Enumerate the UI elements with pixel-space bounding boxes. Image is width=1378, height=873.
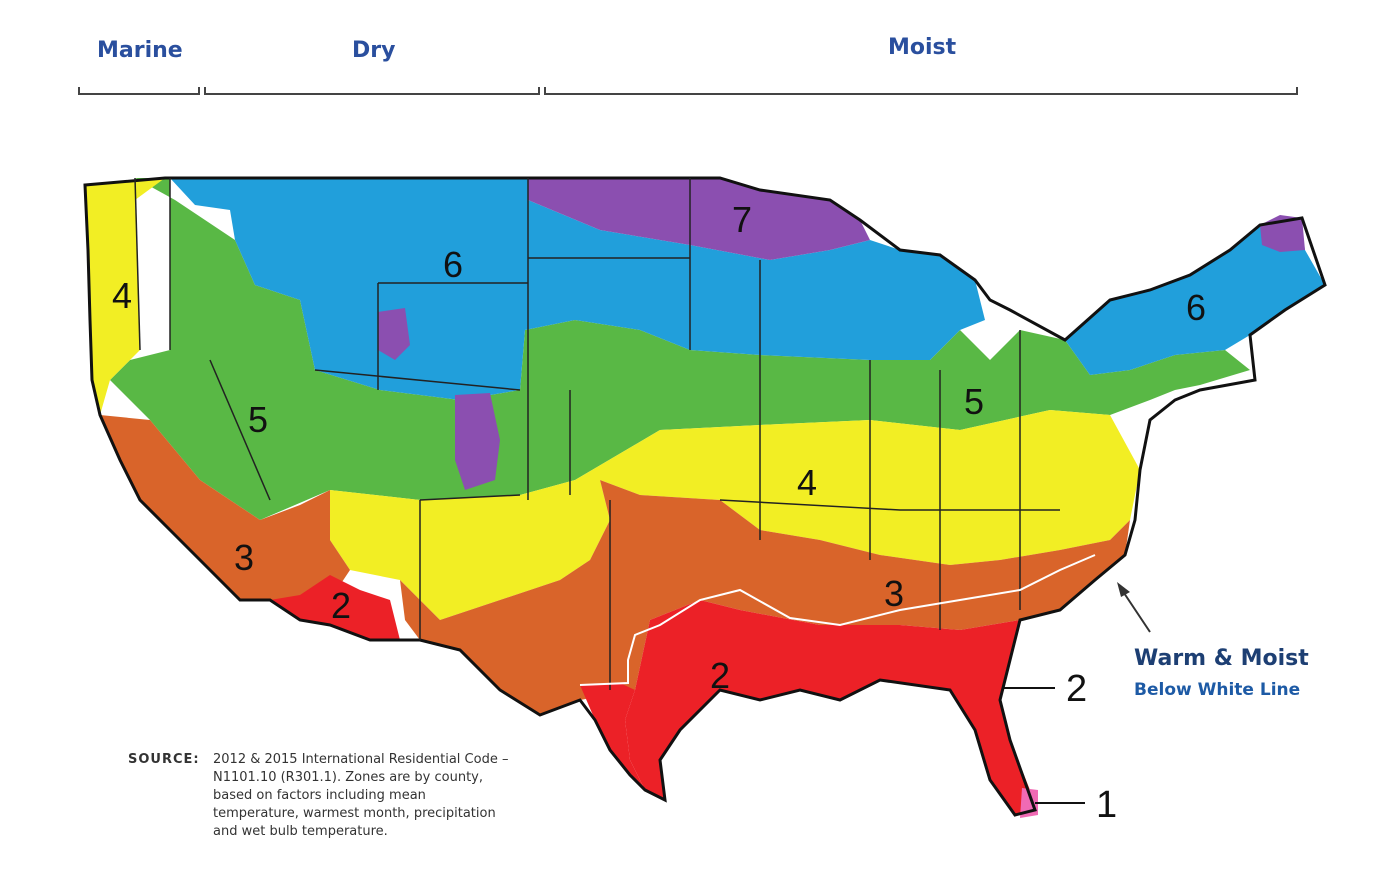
zone-7-area-rockies: [455, 393, 500, 490]
zone-2-callout-label: 2: [1066, 668, 1087, 710]
region-label-marine: Marine: [97, 38, 183, 63]
zone-4-area-southwest: [330, 480, 610, 620]
zone-label-6-northeast: 6: [1186, 287, 1206, 328]
zone-7-area-wyoming: [378, 308, 410, 360]
zone-label-4-northwest: 4: [112, 275, 132, 316]
zone-label-5-east: 5: [964, 381, 984, 422]
zone-1-callout-label: 1: [1096, 784, 1117, 826]
zone-6-area-northeast: [1065, 220, 1325, 375]
zone-label-6-west: 6: [443, 244, 463, 285]
region-label-moist: Moist: [888, 35, 957, 60]
warm-moist-title: Warm & Moist: [1134, 646, 1309, 671]
warm-moist-boundary-line: [579, 554, 1096, 686]
zone-4-marine-area: [85, 178, 165, 415]
zone-label-7: 7: [732, 199, 752, 240]
us-outline: [83, 176, 1327, 817]
zone-7-area-lakes: [528, 178, 870, 260]
zone-label-2-gulf: 2: [710, 655, 730, 696]
zone-label-5-west: 5: [248, 399, 268, 440]
dry-bracket: [204, 87, 540, 95]
moist-bracket: [544, 87, 1298, 95]
zone-5-area: [110, 178, 1250, 520]
zone-2-area-gulf: [625, 600, 1035, 815]
zone-2-area-arizona: [270, 575, 400, 640]
zone-6-area-north: [170, 178, 985, 400]
state-borders: [134, 177, 1060, 690]
zone-label-4-central: 4: [797, 462, 817, 503]
zone-3-area-south: [400, 480, 1130, 715]
source-label: SOURCE:: [128, 752, 200, 767]
zone-3-area-west: [100, 415, 350, 610]
zone-label-3-west: 3: [234, 537, 254, 578]
warm-moist-arrowhead: [1117, 582, 1130, 597]
source-text: 2012 & 2015 International Residential Co…: [213, 752, 509, 839]
zone-label-3-south: 3: [884, 573, 904, 614]
warm-moist-arrow: [1121, 589, 1151, 633]
zone-2-area-texas: [580, 683, 645, 790]
zone-label-2-arizona: 2: [331, 585, 351, 626]
region-label-dry: Dry: [352, 38, 396, 63]
marine-bracket: [78, 87, 200, 95]
zone-4-area-band: [575, 410, 1140, 565]
warm-moist-subtitle: Below White Line: [1134, 680, 1301, 700]
